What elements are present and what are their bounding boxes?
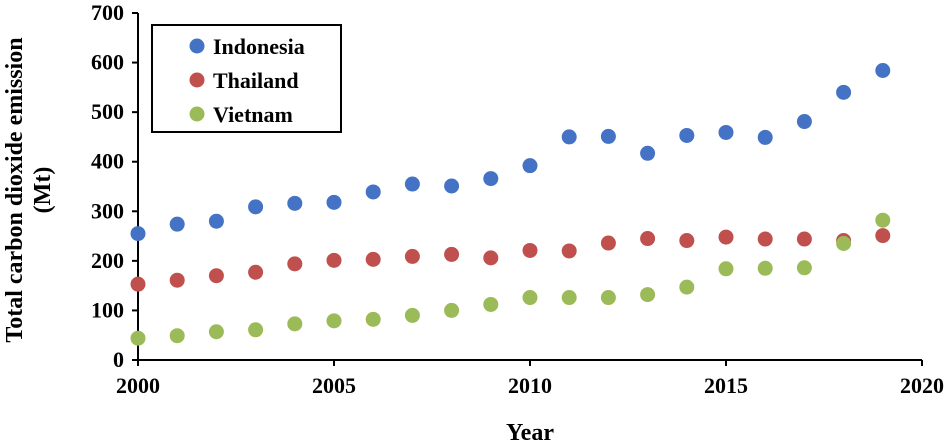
point-thailand (444, 246, 460, 262)
point-thailand (169, 272, 185, 288)
point-vietnam (444, 302, 460, 318)
point-thailand (600, 235, 616, 251)
point-indonesia (248, 199, 264, 215)
point-vietnam (287, 316, 303, 332)
legend-label-vietnam: Vietnam (213, 102, 293, 127)
point-vietnam (326, 313, 342, 329)
point-thailand (248, 264, 264, 280)
y-axis-title-line2: (Mt) (30, 167, 56, 214)
x-tick-label: 2005 (312, 373, 356, 398)
point-thailand (326, 252, 342, 268)
x-axis-title: Year (506, 420, 554, 446)
point-thailand (679, 233, 695, 249)
y-tick-label: 500 (91, 99, 124, 124)
point-indonesia (757, 129, 773, 145)
legend-label-thailand: Thailand (213, 68, 299, 93)
point-indonesia (169, 216, 185, 232)
point-indonesia (208, 213, 224, 229)
point-vietnam (796, 260, 812, 276)
x-tick-label: 2015 (704, 373, 748, 398)
point-thailand (875, 228, 891, 244)
point-vietnam (483, 296, 499, 312)
point-thailand (796, 231, 812, 247)
point-indonesia (130, 226, 146, 242)
point-vietnam (679, 279, 695, 295)
point-vietnam (640, 287, 656, 303)
point-thailand (365, 251, 381, 267)
y-tick-label: 100 (91, 297, 124, 322)
point-thailand (718, 229, 734, 245)
x-tick-label: 2010 (508, 373, 552, 398)
axes (132, 12, 923, 366)
point-indonesia (836, 84, 852, 100)
x-tick-label: 2020 (900, 373, 944, 398)
point-indonesia (875, 63, 891, 79)
point-indonesia (640, 145, 656, 161)
legend-marker-indonesia (189, 38, 205, 54)
point-indonesia (796, 114, 812, 130)
y-tick-label: 700 (91, 0, 124, 25)
point-vietnam (248, 322, 264, 338)
point-thailand (404, 248, 420, 264)
point-thailand (561, 243, 577, 259)
point-indonesia (522, 158, 538, 174)
point-thailand (287, 256, 303, 272)
data-points (130, 63, 891, 346)
y-tick-labels: 0 100 200 300 400 500 600 700 (91, 0, 124, 372)
point-vietnam (836, 236, 852, 252)
point-thailand (757, 231, 773, 247)
point-vietnam (365, 311, 381, 327)
point-vietnam (757, 260, 773, 276)
point-indonesia (679, 127, 695, 143)
legend-marker-thailand (189, 72, 205, 88)
point-thailand (640, 231, 656, 247)
point-vietnam (600, 290, 616, 306)
legend: Indonesia Thailand Vietnam (151, 24, 342, 133)
point-indonesia (287, 195, 303, 211)
y-tick-label: 0 (113, 347, 124, 372)
legend-marker-vietnam (189, 106, 205, 122)
point-vietnam (208, 324, 224, 340)
point-thailand (130, 276, 146, 292)
point-vietnam (522, 290, 538, 306)
point-indonesia (404, 176, 420, 192)
point-thailand (483, 250, 499, 266)
point-indonesia (718, 124, 734, 140)
point-vietnam (404, 307, 420, 323)
y-tick-label: 400 (91, 149, 124, 174)
point-vietnam (130, 330, 146, 346)
point-indonesia (326, 194, 342, 210)
point-vietnam (875, 212, 891, 228)
y-tick-label: 200 (91, 248, 124, 273)
point-thailand (208, 268, 224, 284)
point-indonesia (483, 171, 499, 187)
point-indonesia (365, 184, 381, 200)
y-axis-title-line1: Total carbon dioxide emission (2, 37, 28, 342)
point-indonesia (561, 129, 577, 145)
point-indonesia (600, 128, 616, 144)
legend-box (151, 24, 342, 133)
point-vietnam (169, 328, 185, 344)
point-thailand (522, 242, 538, 258)
legend-label-indonesia: Indonesia (213, 34, 305, 59)
y-tick-label: 300 (91, 198, 124, 223)
point-vietnam (718, 261, 734, 277)
point-indonesia (444, 178, 460, 194)
point-vietnam (561, 290, 577, 306)
x-tick-labels: 2000 2005 2010 2015 2020 (116, 373, 944, 398)
y-tick-label: 600 (91, 50, 124, 75)
x-tick-label: 2000 (116, 373, 160, 398)
